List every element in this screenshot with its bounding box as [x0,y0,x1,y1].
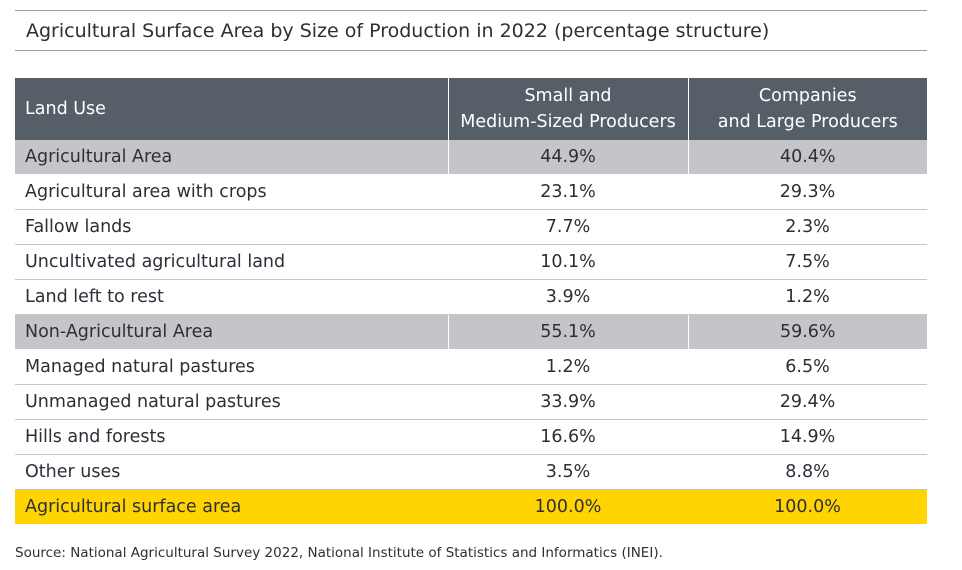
row-value-small: 100.0% [448,489,688,524]
table-row: Agricultural area with crops 23.1% 29.3% [15,174,927,210]
table-row: Non-Agricultural Area 55.1% 59.6% [15,314,927,350]
row-value-small: 55.1% [447,314,688,350]
land-use-table: Land Use Small and Medium-Sized Producer… [15,78,927,524]
table-row: Hills and forests 16.6% 14.9% [15,419,927,455]
row-value-large: 6.5% [688,349,927,385]
header-large-line1: Companies [758,86,857,106]
row-value-large: 40.4% [687,140,927,175]
header-small-line2: Medium-Sized Producers [460,112,676,132]
header-small-line1: Small and [524,86,612,106]
header-large-producers: Companies and Large Producers [687,78,927,140]
header-large-line2: and Large Producers [717,112,898,132]
row-value-large: 29.4% [688,384,927,420]
row-label: Fallow lands [15,209,448,245]
row-value-small: 44.9% [447,140,688,175]
title-bottom-rule [15,50,927,51]
row-value-small: 3.9% [448,279,688,315]
row-label: Agricultural Area [15,140,448,175]
table-header-row: Land Use Small and Medium-Sized Producer… [15,78,927,140]
row-value-small: 3.5% [448,454,688,490]
row-label: Hills and forests [15,419,448,455]
row-label: Managed natural pastures [15,349,448,385]
row-value-small: 33.9% [448,384,688,420]
table-row: Uncultivated agricultural land 10.1% 7.5… [15,244,927,280]
row-value-large: 2.3% [688,209,927,245]
row-value-small: 1.2% [448,349,688,385]
row-label: Agricultural area with crops [15,174,448,210]
row-value-large: 7.5% [688,244,927,280]
row-label: Uncultivated agricultural land [15,244,448,280]
row-label: Unmanaged natural pastures [15,384,448,420]
row-value-large: 1.2% [688,279,927,315]
row-value-large: 59.6% [687,314,927,350]
table-row: Managed natural pastures 1.2% 6.5% [15,349,927,385]
row-value-small: 7.7% [448,209,688,245]
title-top-rule [15,10,927,11]
row-value-large: 8.8% [688,454,927,490]
row-label: Other uses [15,454,448,490]
header-land-use: Land Use [15,78,448,140]
row-value-large: 100.0% [688,489,927,524]
row-label: Land left to rest [15,279,448,315]
row-value-large: 14.9% [688,419,927,455]
row-value-small: 10.1% [448,244,688,280]
row-label: Agricultural surface area [15,489,448,524]
table-row: Agricultural Area 44.9% 40.4% [15,140,927,175]
source-note: Source: National Agricultural Survey 202… [15,545,663,561]
table-row: Land left to rest 3.9% 1.2% [15,279,927,315]
table-row: Other uses 3.5% 8.8% [15,454,927,490]
row-value-small: 16.6% [448,419,688,455]
row-value-small: 23.1% [448,174,688,210]
table-row: Unmanaged natural pastures 33.9% 29.4% [15,384,927,420]
header-small-medium-producers: Small and Medium-Sized Producers [447,78,688,140]
table-row: Fallow lands 7.7% 2.3% [15,209,927,245]
page-title: Agricultural Surface Area by Size of Pro… [26,20,770,42]
row-value-large: 29.3% [688,174,927,210]
row-label: Non-Agricultural Area [15,314,448,350]
table-total-row: Agricultural surface area 100.0% 100.0% [15,489,927,524]
